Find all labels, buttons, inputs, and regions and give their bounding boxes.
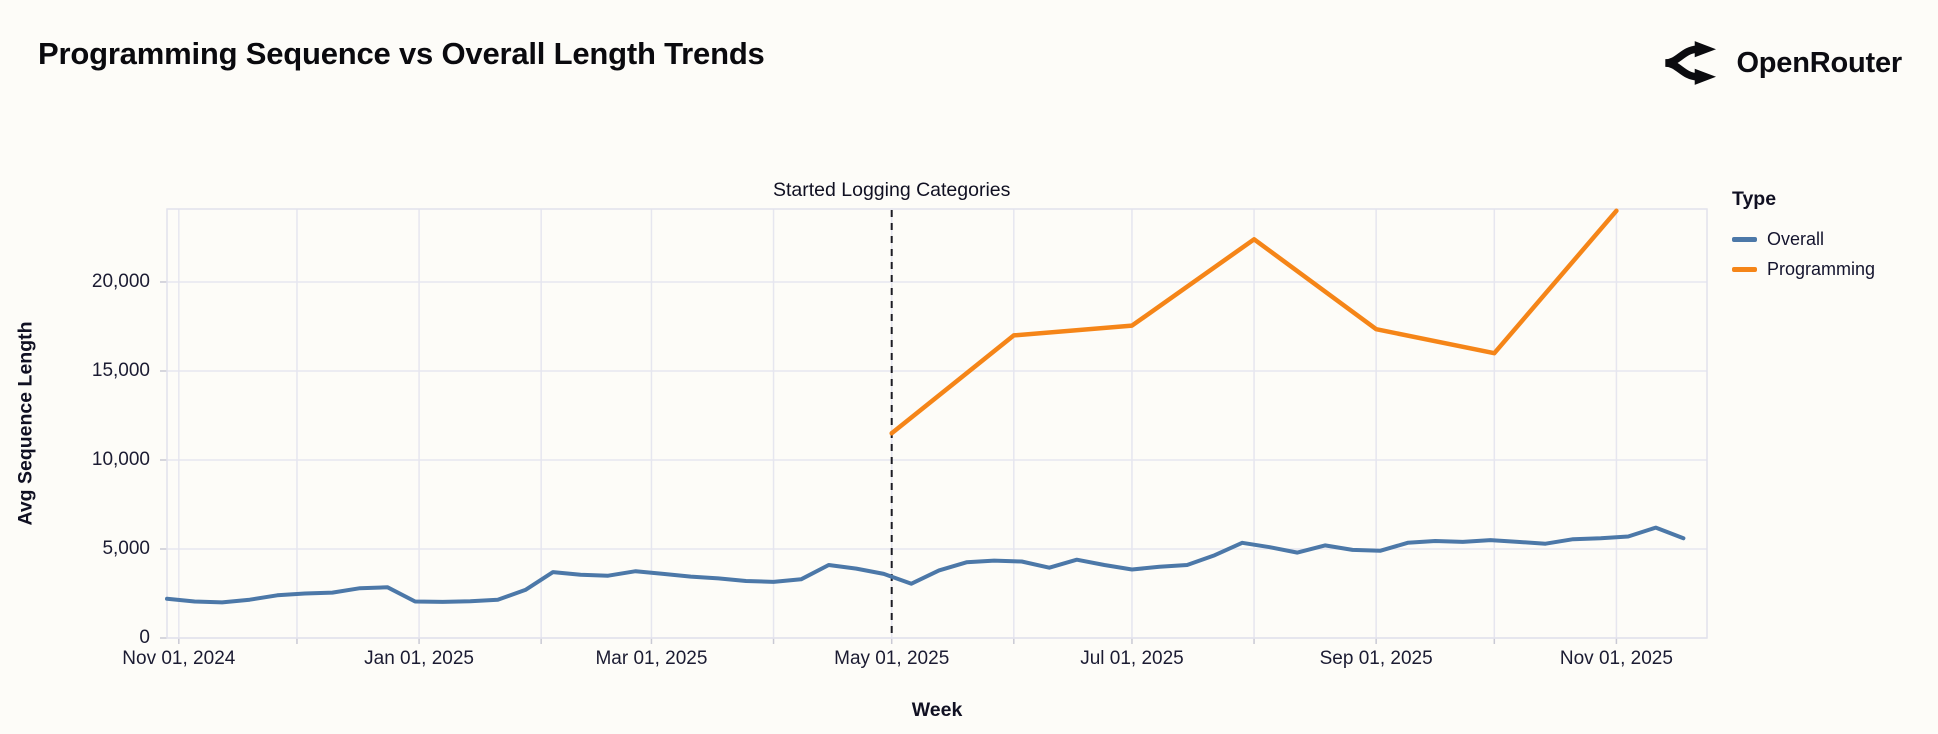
brand-logo: OpenRouter: [1664, 40, 1902, 86]
legend: Type Overall Programming: [1732, 188, 1875, 289]
legend-label-programming: Programming: [1767, 259, 1876, 279]
y-tick-label: 10,000: [91, 448, 150, 470]
x-axis-title: Week: [911, 699, 963, 721]
openrouter-branching-arrows-icon: [1665, 41, 1717, 85]
overall-trend-line: [165, 525, 1686, 605]
legend-label-overall: Overall: [1767, 229, 1825, 249]
y-tick-label: 0: [139, 627, 150, 648]
programming-trend-line: [889, 208, 1619, 436]
legend-title: Type: [1732, 188, 1777, 210]
overall-line-swatch: [1732, 237, 1757, 242]
x-tick-label: Mar 01, 2025: [595, 648, 708, 669]
y-tick-label: 20,000: [91, 270, 150, 292]
y-tick-label: 15,000: [91, 359, 150, 381]
legend-item-programming[interactable]: Programming: [1732, 259, 1875, 280]
programming-line-swatch: [1732, 267, 1757, 272]
plot-border: [166, 208, 1708, 639]
x-tick-label: May 01, 2025: [834, 648, 950, 669]
x-tick-label: Sep 01, 2025: [1319, 648, 1433, 669]
x-tick-label: Nov 01, 2024: [122, 648, 236, 669]
x-tick-label: Jul 01, 2025: [1080, 648, 1184, 669]
brand-name: OpenRouter: [1736, 46, 1902, 79]
x-tick-label: Jan 01, 2025: [364, 648, 474, 669]
y-tick-label: 5,000: [102, 537, 150, 559]
annotation-label: Started Logging Categories: [772, 179, 1011, 201]
legend-item-overall[interactable]: Overall: [1732, 229, 1875, 250]
y-axis-title: Avg Sequence Length: [14, 321, 37, 526]
x-tick-label: Nov 01, 2025: [1559, 648, 1673, 669]
page-title: Programming Sequence vs Overall Length T…: [38, 36, 765, 71]
